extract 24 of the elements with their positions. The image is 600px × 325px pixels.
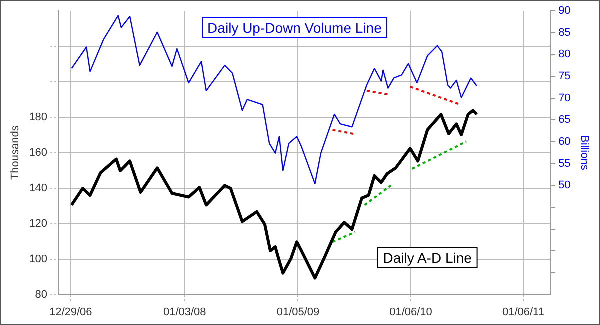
y2-tick-label: 75 [558,70,571,83]
y-tick-label: 100 [29,253,48,266]
text: Daily A-D Line [383,250,472,266]
y2-axis-title: Billions [578,135,590,171]
y2-tick-label: 85 [558,26,571,39]
y-tick-label: 140 [29,182,48,194]
y-tick-label: 80 [35,288,48,301]
y2-tick-label: 90 [558,5,571,18]
y2-tick-label: 50 [558,180,571,192]
y-axis-title: Thousands [10,125,22,180]
series-label: Daily Up-Down Volume Line [208,20,382,36]
y2-tick-label: 55 [558,158,571,170]
y2-tick-label: 65 [558,114,571,126]
x-tick-label: 01/06/11 [502,306,544,318]
x-tick-label: 01/03/08 [163,306,206,318]
x-tick-label: 12/29/06 [49,306,92,318]
y2-tick-label: 60 [558,136,571,148]
y-tick-label: 120 [29,218,48,230]
x-tick-label: 01/06/10 [390,306,432,318]
y2-tick-label: 80 [558,48,571,61]
x-tick-label: 01/05/09 [276,306,320,318]
y-tick-label: 180 [29,111,48,124]
y-tick-label: 160 [29,146,48,159]
y2-tick-label: 70 [558,92,571,104]
